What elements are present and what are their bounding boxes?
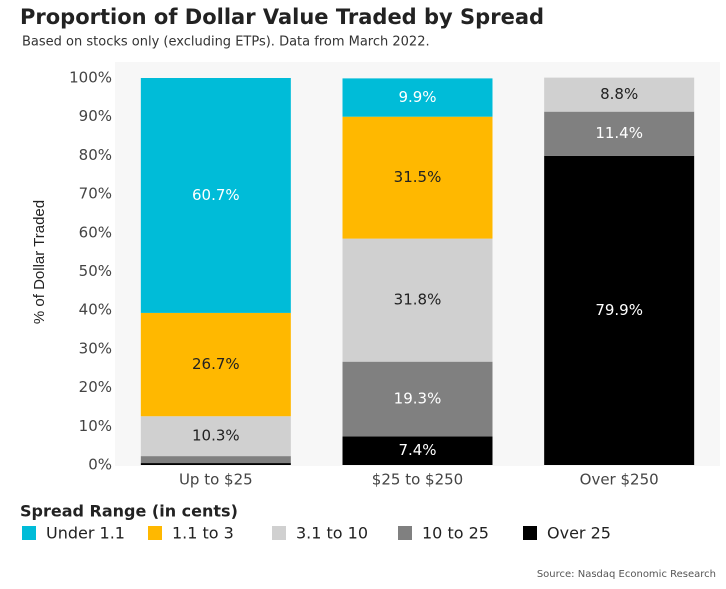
- x-tick-label: Over $250: [580, 471, 659, 489]
- legend-label: Under 1.1: [46, 524, 125, 543]
- legend-swatch: [523, 526, 537, 540]
- bar-segment: [140, 416, 291, 457]
- data-label: 79.9%: [595, 301, 643, 319]
- y-tick-label: 40%: [79, 301, 112, 319]
- data-label: 31.8%: [394, 291, 442, 309]
- y-tick-label: 50%: [79, 262, 112, 280]
- y-tick-label: 60%: [79, 223, 112, 241]
- legend-label: 3.1 to 10: [296, 524, 368, 543]
- bar-segment: [544, 155, 695, 466]
- legend-label: 10 to 25: [422, 524, 489, 543]
- bar-segment: [140, 78, 291, 313]
- legend-title: Spread Range (in cents): [20, 502, 238, 521]
- legend-label: Over 25: [547, 524, 611, 543]
- legend-swatch: [148, 526, 162, 540]
- y-tick-label: 80%: [79, 146, 112, 164]
- y-tick-label: 90%: [79, 107, 112, 125]
- legend-swatch: [398, 526, 412, 540]
- chart-subtitle: Based on stocks only (excluding ETPs). D…: [22, 35, 430, 50]
- data-label: 8.8%: [600, 85, 638, 103]
- y-tick-label: 30%: [79, 339, 112, 357]
- y-tick-label: 70%: [79, 185, 112, 203]
- data-label: 7.4%: [398, 441, 436, 459]
- data-label: 31.5%: [394, 168, 442, 186]
- bar-segment: [140, 456, 291, 464]
- y-tick-label: 0%: [88, 456, 112, 474]
- x-tick-label: Up to $25: [179, 471, 253, 489]
- bar-segment: [544, 111, 695, 156]
- bar-segment: [342, 436, 493, 465]
- data-label: 10.3%: [192, 427, 240, 445]
- bar-segment: [342, 238, 493, 362]
- bar-segment: [342, 78, 493, 117]
- data-label: 60.7%: [192, 186, 240, 204]
- bar-segment: [342, 116, 493, 239]
- data-label: 11.4%: [595, 124, 643, 142]
- data-label: 19.3%: [394, 390, 442, 408]
- bar-segment: [140, 463, 291, 465]
- y-axis-label: % of Dollar Traded: [31, 200, 48, 324]
- bar-segment: [544, 77, 695, 112]
- chart-title: Proportion of Dollar Value Traded by Spr…: [20, 5, 544, 29]
- legend-label: 1.1 to 3: [172, 524, 234, 543]
- y-tick-label: 20%: [79, 378, 112, 396]
- data-label: 9.9%: [398, 88, 436, 106]
- x-tick-label: $25 to $250: [372, 471, 463, 489]
- bar-segment: [140, 312, 291, 417]
- source: Source: Nasdaq Economic Research: [537, 569, 716, 580]
- data-label: 26.7%: [192, 355, 240, 373]
- legend-swatch: [22, 526, 36, 540]
- y-tick-label: 10%: [79, 417, 112, 435]
- y-tick-label: 100%: [69, 69, 112, 87]
- legend-swatch: [272, 526, 286, 540]
- bar-segment: [342, 361, 493, 437]
